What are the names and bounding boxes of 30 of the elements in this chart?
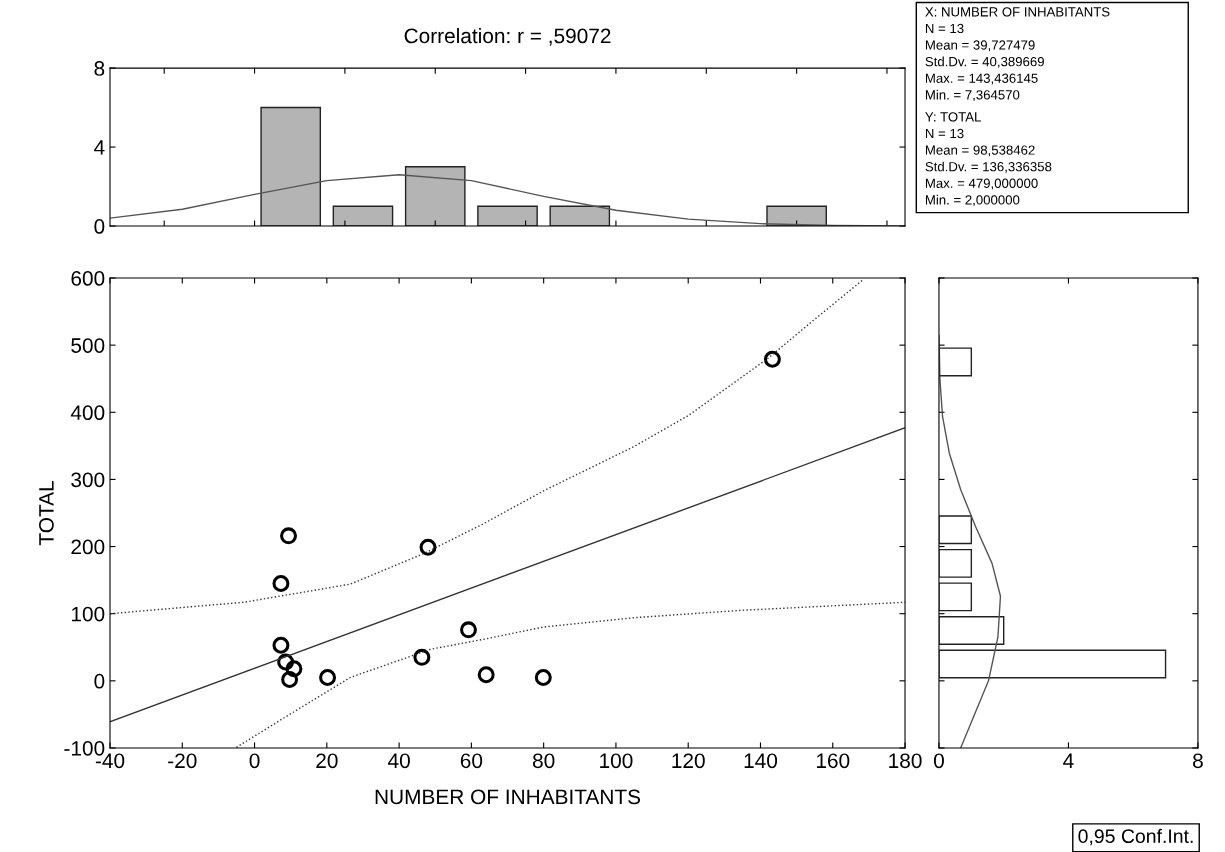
- x-tick-label: 100: [600, 753, 633, 769]
- x-tick-label: 60: [460, 753, 483, 769]
- y-tick-label: 0: [94, 673, 105, 689]
- x-tick-label: 120: [672, 753, 705, 769]
- y-tick-label: 8: [94, 61, 105, 76]
- x-tick-label: 20: [316, 753, 338, 769]
- y-tick-label: 500: [71, 338, 105, 353]
- x-tick-label: -20: [168, 753, 197, 769]
- x-tick-label: 160: [816, 753, 850, 769]
- x-axis-title: NUMBER OF INHABITANTS: [375, 789, 641, 805]
- x-tick-label: 80: [532, 753, 555, 769]
- x-tick-label: 140: [744, 753, 778, 769]
- chart-title: Correlation: r = ,59072: [404, 27, 611, 46]
- text: X: NUMBER OF INHABITANTS N = 13 Mean = 39,727479 Std.Dv. = 40,389669 Max. = 143,436145 Min. = 7,364570: [925, 7, 1110, 102]
- y-tick-label: 0: [94, 219, 105, 234]
- y-tick-label: 300: [71, 472, 105, 488]
- y-tick-label: 200: [71, 539, 105, 555]
- y-tick-label: 600: [71, 271, 105, 286]
- text: 0,95 Conf.Int.: [1078, 828, 1193, 846]
- y-axis-title: TOTAL: [39, 481, 54, 546]
- text: Y: TOTAL N = 13 Mean = 98,538462 Std.Dv. = 136,336358 Max. = 479,000000 Min. = 2,000000: [925, 112, 1052, 207]
- x-tick-label: 40: [388, 753, 410, 769]
- x-tick-label: 4: [1063, 753, 1074, 768]
- y-tick-label: 4: [94, 140, 105, 155]
- x-tick-label: 0: [249, 753, 260, 769]
- y-tick-label: 100: [71, 606, 105, 622]
- x-tick-label: 0: [933, 753, 944, 769]
- x-tick-label: 8: [1193, 753, 1203, 769]
- y-tick-label: 400: [70, 405, 105, 421]
- x-tick-label: 180: [889, 753, 922, 769]
